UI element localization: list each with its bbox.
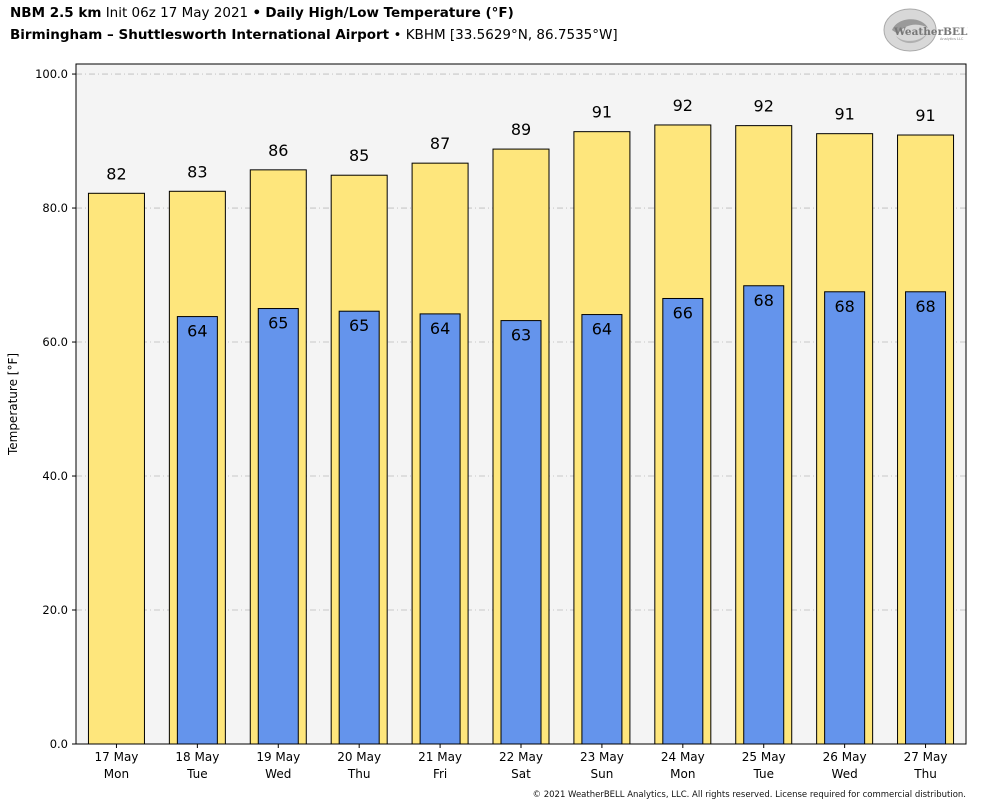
x-tick-date: 21 May [418,750,462,764]
high-temp-label: 91 [834,105,854,124]
high-temp-label: 87 [430,134,450,153]
low-temp-bar [338,310,380,745]
low-temp-label: 65 [349,316,369,335]
low-temp-label: 64 [187,322,207,341]
y-tick-label: 80.0 [42,201,68,215]
low-temp-bar [500,320,542,745]
location-name: Birmingham – Shuttlesworth International… [10,27,390,43]
x-tick-date: 26 May [823,750,867,764]
copyright-footer: © 2021 WeatherBELL Analytics, LLC. All r… [532,790,966,800]
low-temp-bar [905,291,947,745]
low-temp-bar [743,285,785,745]
low-temp-label: 66 [673,303,693,322]
high-temp-label: 92 [673,96,693,115]
station-info: KBHM [33.5629°N, 86.7535°W] [405,27,618,43]
plot-area: 0.0 20.0 40.0 60.0 80.0 100.0 82 17 May Mon 83 64 1… [35,63,967,781]
separator: • [393,27,402,43]
high-temp-label: 82 [106,164,126,183]
high-temp-label: 89 [511,120,531,139]
x-tick-date: 17 May [95,750,139,764]
y-tick-label: 100.0 [35,67,68,81]
x-tick-day: Tue [186,767,208,781]
low-temp-label: 64 [592,320,612,339]
high-temp-bar [87,192,145,745]
y-tick-label: 40.0 [42,469,68,483]
low-temp-label: 68 [754,291,774,310]
low-temp-label: 64 [430,319,450,338]
init-time: Init 06z 17 May 2021 [105,5,249,21]
x-tick-date: 22 May [499,750,543,764]
high-temp-label: 91 [915,106,935,125]
plot-frame [75,63,967,745]
x-tick-date: 24 May [661,750,705,764]
low-temp-label: 68 [915,297,935,316]
high-temp-label: 85 [349,146,369,165]
x-tick-day: Mon [104,767,129,781]
low-temp-bar [581,314,623,745]
x-tick-date: 18 May [175,750,219,764]
x-tick-day: Sun [590,767,613,781]
x-tick-day: Thu [347,767,371,781]
x-tick-date: 27 May [904,750,948,764]
x-tick-day: Mon [670,767,695,781]
logo-text: WeatherBELL [893,26,968,38]
x-tick-date: 25 May [742,750,786,764]
x-tick-day: Tue [752,767,774,781]
low-temp-bar [662,297,704,745]
x-tick-day: Sat [511,767,531,781]
low-temp-label: 65 [268,314,288,333]
separator: • [252,5,262,21]
x-tick-day: Wed [265,767,291,781]
low-temp-label: 63 [511,326,531,345]
low-temp-label: 68 [834,297,854,316]
low-temp-bar [824,291,866,745]
chart-title-line1: NBM 2.5 km Init 06z 17 May 2021 • Daily … [10,5,514,21]
weatherbell-logo: WeatherBELL Analytics LLC [883,8,968,52]
x-tick-date: 19 May [256,750,300,764]
low-temp-bar [176,316,218,745]
low-temp-bar [257,308,299,745]
high-temp-label: 92 [754,97,774,116]
high-temp-label: 83 [187,162,207,181]
x-tick-date: 23 May [580,750,624,764]
x-tick-day: Wed [832,767,858,781]
y-axis-label: Temperature [°F] [6,353,20,456]
model-name: NBM 2.5 km [10,5,102,21]
product-name: Daily High/Low Temperature (°F) [265,5,514,21]
x-tick-day: Fri [433,767,447,781]
y-tick-label: 0.0 [50,737,68,751]
low-temp-bar [419,313,461,745]
high-temp-label: 91 [592,103,612,122]
y-tick-label: 60.0 [42,335,68,349]
x-tick-date: 20 May [337,750,381,764]
logo-subtext: Analytics LLC [940,37,964,41]
high-temp-label: 86 [268,141,288,160]
x-tick-day: Thu [913,767,937,781]
chart-title-line2: Birmingham – Shuttlesworth International… [10,27,618,43]
y-tick-label: 20.0 [42,603,68,617]
